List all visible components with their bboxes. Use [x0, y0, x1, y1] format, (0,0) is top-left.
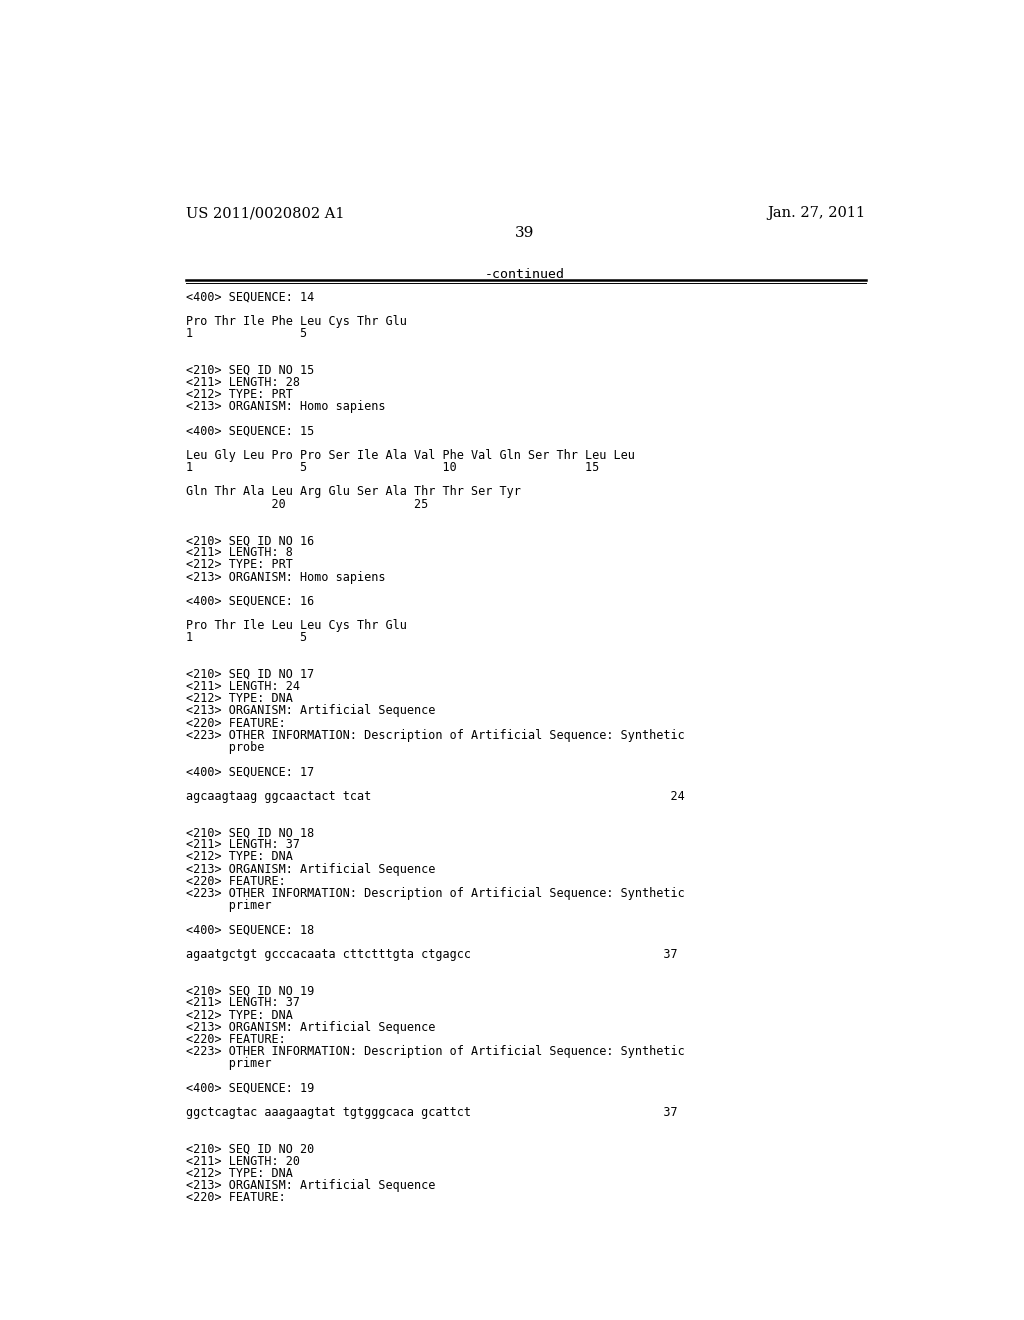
Text: <213> ORGANISM: Artificial Sequence: <213> ORGANISM: Artificial Sequence [186, 863, 435, 875]
Text: Gln Thr Ala Leu Arg Glu Ser Ala Thr Thr Ser Tyr: Gln Thr Ala Leu Arg Glu Ser Ala Thr Thr … [186, 486, 521, 499]
Text: <211> LENGTH: 24: <211> LENGTH: 24 [186, 680, 300, 693]
Text: <212> TYPE: PRT: <212> TYPE: PRT [186, 558, 293, 572]
Text: primer: primer [186, 899, 271, 912]
Text: <213> ORGANISM: Artificial Sequence: <213> ORGANISM: Artificial Sequence [186, 1179, 435, 1192]
Text: 1               5                   10                  15: 1 5 10 15 [186, 461, 599, 474]
Text: <220> FEATURE:: <220> FEATURE: [186, 1034, 286, 1045]
Text: <210> SEQ ID NO 17: <210> SEQ ID NO 17 [186, 668, 314, 681]
Text: <400> SEQUENCE: 18: <400> SEQUENCE: 18 [186, 924, 314, 936]
Text: <223> OTHER INFORMATION: Description of Artificial Sequence: Synthetic: <223> OTHER INFORMATION: Description of … [186, 729, 685, 742]
Text: <220> FEATURE:: <220> FEATURE: [186, 875, 286, 888]
Text: US 2011/0020802 A1: US 2011/0020802 A1 [186, 206, 345, 220]
Text: <213> ORGANISM: Artificial Sequence: <213> ORGANISM: Artificial Sequence [186, 1020, 435, 1034]
Text: <211> LENGTH: 28: <211> LENGTH: 28 [186, 376, 300, 389]
Text: <220> FEATURE:: <220> FEATURE: [186, 717, 286, 730]
Text: agcaagtaag ggcaactact tcat                                          24: agcaagtaag ggcaactact tcat 24 [186, 789, 685, 803]
Text: <400> SEQUENCE: 19: <400> SEQUENCE: 19 [186, 1081, 314, 1094]
Text: <212> TYPE: DNA: <212> TYPE: DNA [186, 1008, 293, 1022]
Text: 1               5: 1 5 [186, 327, 307, 341]
Text: 1               5: 1 5 [186, 631, 307, 644]
Text: Pro Thr Ile Phe Leu Cys Thr Glu: Pro Thr Ile Phe Leu Cys Thr Glu [186, 315, 407, 329]
Text: -continued: -continued [484, 268, 565, 281]
Text: <210> SEQ ID NO 15: <210> SEQ ID NO 15 [186, 364, 314, 376]
Text: <210> SEQ ID NO 19: <210> SEQ ID NO 19 [186, 985, 314, 998]
Text: ggctcagtac aaagaagtat tgtgggcaca gcattct                           37: ggctcagtac aaagaagtat tgtgggcaca gcattct… [186, 1106, 678, 1119]
Text: <400> SEQUENCE: 15: <400> SEQUENCE: 15 [186, 425, 314, 438]
Text: <210> SEQ ID NO 16: <210> SEQ ID NO 16 [186, 535, 314, 548]
Text: <211> LENGTH: 37: <211> LENGTH: 37 [186, 838, 300, 851]
Text: 39: 39 [515, 226, 535, 240]
Text: 20                  25: 20 25 [186, 498, 428, 511]
Text: <211> LENGTH: 37: <211> LENGTH: 37 [186, 997, 300, 1010]
Text: <210> SEQ ID NO 20: <210> SEQ ID NO 20 [186, 1143, 314, 1155]
Text: agaatgctgt gcccacaata cttctttgta ctgagcc                           37: agaatgctgt gcccacaata cttctttgta ctgagcc… [186, 948, 678, 961]
Text: Pro Thr Ile Leu Leu Cys Thr Glu: Pro Thr Ile Leu Leu Cys Thr Glu [186, 619, 407, 632]
Text: <213> ORGANISM: Artificial Sequence: <213> ORGANISM: Artificial Sequence [186, 705, 435, 718]
Text: <211> LENGTH: 8: <211> LENGTH: 8 [186, 546, 293, 560]
Text: <212> TYPE: PRT: <212> TYPE: PRT [186, 388, 293, 401]
Text: <213> ORGANISM: Homo sapiens: <213> ORGANISM: Homo sapiens [186, 400, 386, 413]
Text: <212> TYPE: DNA: <212> TYPE: DNA [186, 692, 293, 705]
Text: <223> OTHER INFORMATION: Description of Artificial Sequence: Synthetic: <223> OTHER INFORMATION: Description of … [186, 1045, 685, 1059]
Text: <400> SEQUENCE: 16: <400> SEQUENCE: 16 [186, 595, 314, 609]
Text: <400> SEQUENCE: 17: <400> SEQUENCE: 17 [186, 766, 314, 779]
Text: <400> SEQUENCE: 14: <400> SEQUENCE: 14 [186, 290, 314, 304]
Text: <211> LENGTH: 20: <211> LENGTH: 20 [186, 1155, 300, 1168]
Text: <223> OTHER INFORMATION: Description of Artificial Sequence: Synthetic: <223> OTHER INFORMATION: Description of … [186, 887, 685, 900]
Text: Jan. 27, 2011: Jan. 27, 2011 [768, 206, 866, 220]
Text: <212> TYPE: DNA: <212> TYPE: DNA [186, 1167, 293, 1180]
Text: Leu Gly Leu Pro Pro Ser Ile Ala Val Phe Val Gln Ser Thr Leu Leu: Leu Gly Leu Pro Pro Ser Ile Ala Val Phe … [186, 449, 635, 462]
Text: probe: probe [186, 741, 264, 754]
Text: primer: primer [186, 1057, 271, 1071]
Text: <220> FEATURE:: <220> FEATURE: [186, 1191, 286, 1204]
Text: <213> ORGANISM: Homo sapiens: <213> ORGANISM: Homo sapiens [186, 570, 386, 583]
Text: <212> TYPE: DNA: <212> TYPE: DNA [186, 850, 293, 863]
Text: <210> SEQ ID NO 18: <210> SEQ ID NO 18 [186, 826, 314, 840]
